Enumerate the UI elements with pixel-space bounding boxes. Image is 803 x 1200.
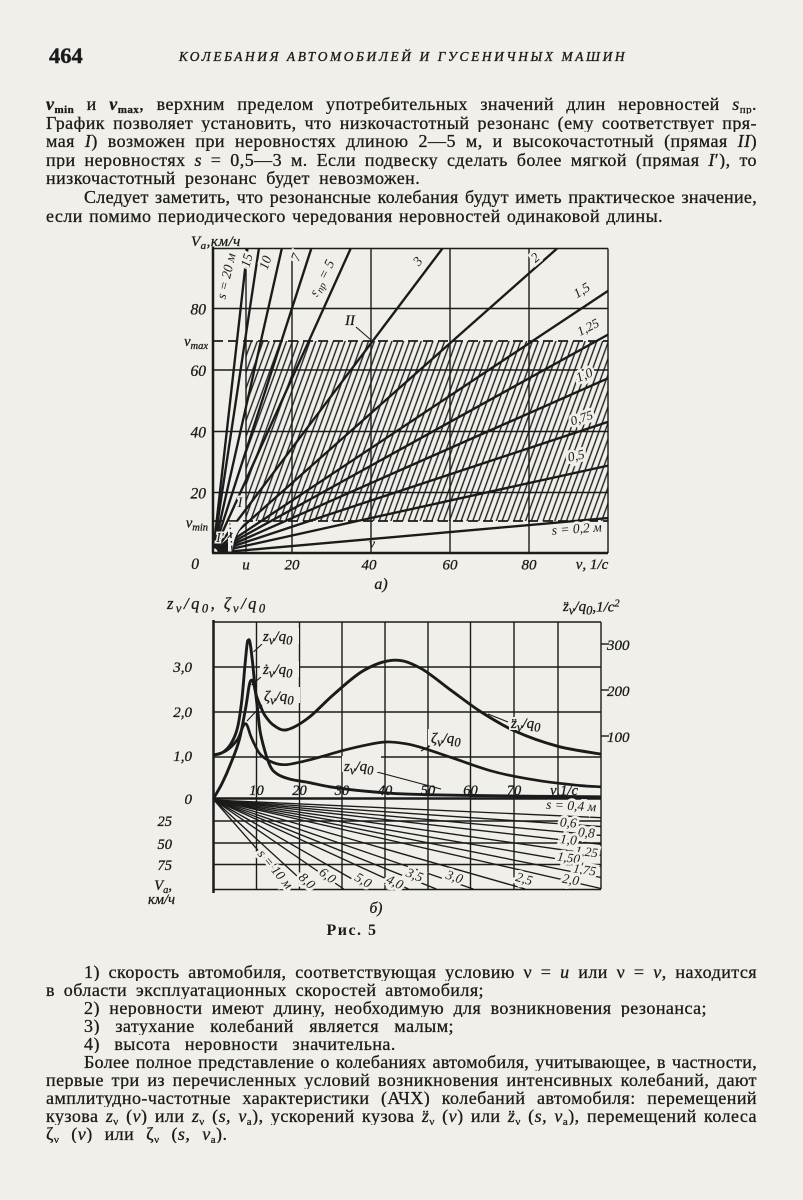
svg-text:Va,км/ч: Va,км/ч [191,234,241,252]
svg-text:50: 50 [421,783,436,799]
svg-text:Va,: Va, [154,878,172,896]
svg-text:а): а) [374,576,387,593]
svg-text:s = 0,4 м: s = 0,4 м [546,797,597,815]
svg-text:20: 20 [191,486,207,503]
svg-text:II: II [344,313,356,329]
svg-text:100: 100 [607,730,630,746]
svg-text:0,8: 0,8 [577,824,595,840]
svg-text:25: 25 [158,814,173,830]
svg-text:zν/q0: zν/q0 [343,759,374,778]
svg-text:1,5: 1,5 [570,279,592,301]
svg-text:3,5: 3,5 [403,864,425,885]
svg-text:v: v [369,536,375,551]
svg-text:км/ч: км/ч [148,892,175,908]
svg-text:60: 60 [463,783,478,799]
svg-text:z̈ν/q0: z̈ν/q0 [510,716,541,735]
svg-text:б): б) [370,900,383,917]
svg-text:200: 200 [607,684,630,700]
svg-text:80: 80 [522,558,538,574]
svg-text:vmin: vmin [186,516,208,534]
svg-text:3,0: 3,0 [172,660,192,676]
svg-text:50: 50 [158,837,173,853]
svg-text:żν/q0: żν/q0 [262,662,293,681]
svg-text:70: 70 [507,783,522,799]
svg-text:40: 40 [362,558,378,574]
svg-text:ν,1/c: ν,1/c [550,783,578,799]
svg-text:zν/q0, ζν/q0: zν/q0, ζν/q0 [166,594,268,616]
svg-text:60: 60 [191,363,207,380]
svg-text:zν/q0: zν/q0 [262,629,293,648]
svg-text:60: 60 [443,558,459,574]
svg-text:1,75: 1,75 [572,860,597,878]
svg-text:20: 20 [292,783,307,799]
svg-text:75: 75 [158,858,173,874]
svg-text:2,0: 2,0 [561,871,580,889]
svg-text:z̈ν/q0,1/c2: z̈ν/q0,1/c2 [562,599,620,618]
svg-text:300: 300 [606,638,630,654]
svg-text:sпр = 5: sпр = 5 [307,258,339,300]
svg-text:s = 20 м: s = 20 м [214,251,239,300]
svg-text:2,0: 2,0 [173,705,192,721]
svg-text:I': I' [215,531,225,546]
svg-text:1,50: 1,50 [556,849,581,867]
svg-text:0,6: 0,6 [559,814,577,830]
svg-text:u: u [242,558,250,574]
svg-text:0: 0 [191,556,199,573]
svg-text:10: 10 [249,783,264,799]
svg-text:20: 20 [285,558,301,574]
svg-text:40: 40 [191,425,207,442]
svg-text:3: 3 [409,254,426,270]
svg-text:ν, 1/c: ν, 1/c [576,557,609,573]
svg-text:30: 30 [334,783,350,799]
svg-text:1,25: 1,25 [574,843,599,861]
svg-text:7: 7 [288,250,305,263]
svg-text:1,0: 1,0 [559,831,578,848]
svg-text:ζν/q0: ζν/q0 [431,731,461,750]
svg-text:0: 0 [185,792,193,808]
svg-text:15: 15 [238,252,256,269]
svg-text:3,0: 3,0 [443,867,465,887]
svg-text:1,25: 1,25 [574,315,602,339]
svg-text:40: 40 [378,783,393,799]
svg-text:1,0: 1,0 [173,749,192,765]
svg-text:0,5: 0,5 [566,446,586,464]
svg-text:vmax: vmax [184,334,208,352]
svg-text:I: I [237,495,244,511]
svg-text:10: 10 [256,254,275,272]
svg-text:2,5: 2,5 [514,869,535,888]
svg-text:80: 80 [191,302,207,319]
svg-text:s = 0,2 м: s = 0,2 м [551,519,602,537]
svg-text:ζν/q0: ζν/q0 [264,689,294,708]
